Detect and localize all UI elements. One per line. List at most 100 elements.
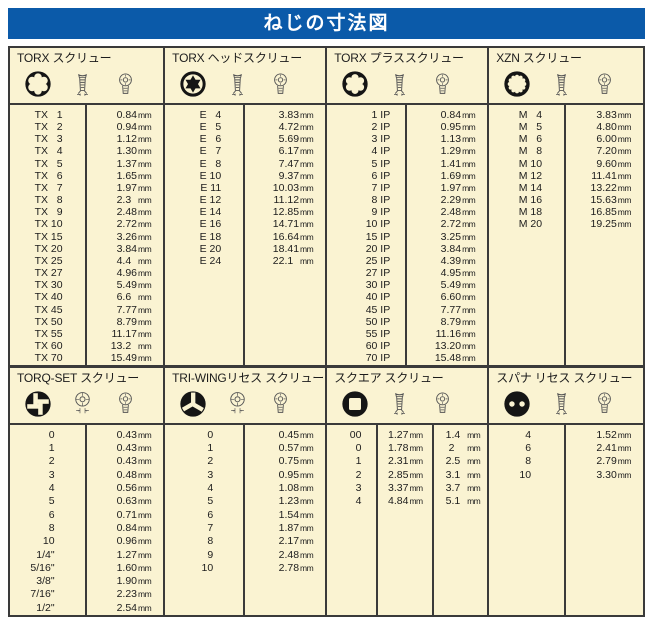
value-cell: 0.71mm bbox=[116, 508, 152, 521]
size-cell: TX 4 bbox=[34, 145, 63, 158]
size-cell: M 4 bbox=[518, 109, 543, 121]
value-cell: 4.39mm bbox=[440, 254, 476, 267]
size-cell: 60 IP bbox=[365, 339, 391, 352]
size-cell: TX 6 bbox=[34, 169, 63, 182]
value-cell: 3.26mm bbox=[116, 230, 152, 243]
screw-side-view-icon bbox=[224, 71, 251, 98]
tri-wing-socket-icon bbox=[178, 389, 208, 419]
size-cell: 15 IP bbox=[365, 230, 391, 243]
value-column: 0.84mm 0.95mm 1.13mm 1.29mm 1.41mm 1.69mm 1.97… bbox=[407, 105, 487, 365]
value-cell: 18.41mm bbox=[272, 242, 314, 255]
value-cell: 2.48mm bbox=[116, 206, 152, 219]
value-cell: 15.48mm bbox=[434, 352, 476, 365]
value-cell: 14.71mm bbox=[272, 218, 314, 231]
value-cell: 1.97mm bbox=[440, 181, 476, 194]
value-cell: 11.12mm bbox=[273, 194, 314, 207]
screw-side-view-icon bbox=[548, 71, 575, 98]
size-column: 0 1 2 3 4 5 6 8 10 1/4" 5/16" 3/8" 7/16" 1/2" bbox=[10, 424, 87, 615]
screw-side-view-icon bbox=[69, 71, 96, 98]
size-cell: 5 bbox=[207, 495, 214, 508]
size-table: 0 1 2 3 4 5 6 8 10 1/4" 5/16" 3/8" 7/16" 1/2" 0.43mm 0… bbox=[10, 422, 164, 615]
size-cell: 3 bbox=[349, 482, 362, 495]
value-cell: 1.78mm bbox=[388, 442, 423, 455]
value-cell: 1.27mm bbox=[388, 428, 423, 441]
size-cell: TX 1 bbox=[34, 109, 63, 121]
value-cell: 1.87mm bbox=[278, 521, 314, 534]
size-cell: 6 bbox=[48, 508, 55, 521]
torx-plus-socket-icon bbox=[340, 69, 370, 99]
size-cell: 7/16" bbox=[30, 588, 55, 601]
size-cell: 4 bbox=[207, 482, 214, 495]
value-cell: 5.49mm bbox=[440, 279, 476, 292]
value-cell: 1.69mm bbox=[440, 169, 476, 182]
value-cell: 2.85mm bbox=[388, 468, 423, 481]
value-cell: 10.03mm bbox=[272, 181, 314, 194]
size-cell: TX 40 bbox=[34, 291, 63, 304]
size-cell: 3 bbox=[48, 468, 55, 481]
spanner-socket-icon bbox=[502, 389, 532, 419]
section-icons bbox=[327, 65, 487, 103]
value-cell: 0.84mm bbox=[440, 109, 476, 121]
size-cell: 5/16" bbox=[30, 561, 55, 574]
value-cell: 0.75mm bbox=[278, 455, 314, 468]
size-cell: TX 55 bbox=[34, 327, 63, 340]
screw-head-view-icon bbox=[429, 390, 456, 417]
value-cell: 19.25mm bbox=[590, 218, 632, 231]
value-cell: 2.3 mm bbox=[116, 194, 152, 207]
value-cell: 0.84mm bbox=[116, 109, 152, 121]
value-column-b: 1.4 mm 2 mm 2.5 mm 3.1 mm 3.7 mm 5.1 mm bbox=[434, 425, 488, 615]
size-cell: 7 bbox=[207, 521, 214, 534]
section-square: スクエア スクリュー 00 0 1 2 3 4 1.27mm 1.78mm 2.31… bbox=[325, 367, 488, 615]
value-cell: 3.84mm bbox=[440, 242, 476, 255]
value-cell: 2.72mm bbox=[440, 218, 476, 231]
size-column: TX 1 TX 2 TX 3 TX 4 TX 5 TX 6 TX 7 TX 8 TX 9 TX 1… bbox=[10, 105, 87, 365]
size-cell: 30 IP bbox=[365, 279, 391, 292]
screw-head-view-icon bbox=[267, 390, 294, 417]
value-column: 0.43mm 0.43mm 0.43mm 0.48mm 0.56mm 0.63mm 0.71… bbox=[87, 425, 164, 615]
value-cell: 3.30mm bbox=[596, 468, 631, 481]
size-cell: TX 5 bbox=[34, 157, 63, 170]
size-cell: 27 IP bbox=[365, 267, 391, 280]
value-cell: 0.43mm bbox=[116, 442, 152, 455]
value-cell: 5.1 mm bbox=[445, 495, 481, 508]
section-spanner: スパナ リセス スクリュー 4 6 8 10 1.52mm 2.41mm 2.79mm… bbox=[487, 367, 643, 615]
section-icons bbox=[489, 65, 643, 103]
size-cell: 6 IP bbox=[365, 169, 391, 182]
value-cell: 2.48mm bbox=[278, 548, 314, 561]
screw-head-view-icon bbox=[267, 71, 294, 98]
size-cell: E 12 bbox=[199, 194, 222, 207]
value-cell: 11.17mm bbox=[111, 327, 152, 340]
value-cell: 0.43mm bbox=[116, 428, 152, 441]
size-cell: M 6 bbox=[518, 133, 543, 146]
value-cell: 2.17mm bbox=[278, 535, 314, 548]
value-cell: 4.72mm bbox=[278, 121, 314, 134]
size-cell: 8 IP bbox=[365, 194, 391, 207]
size-cell: E 14 bbox=[199, 206, 222, 219]
size-cell: TX 10 bbox=[34, 218, 63, 231]
size-cell: M 5 bbox=[518, 121, 543, 134]
value-cell: 22.1 mm bbox=[272, 254, 314, 267]
screw-side-view-icon bbox=[386, 71, 413, 98]
size-cell: 4 bbox=[48, 482, 55, 495]
value-cell: 1.12mm bbox=[116, 133, 152, 146]
value-cell: 3.83mm bbox=[278, 109, 314, 121]
size-cell: 45 IP bbox=[365, 303, 391, 316]
size-cell: 9 bbox=[207, 548, 214, 561]
size-cell: TX 27 bbox=[34, 267, 63, 280]
size-cell: 1 bbox=[349, 455, 362, 468]
size-cell: 4 IP bbox=[365, 145, 391, 158]
value-cell: 0.63mm bbox=[116, 495, 152, 508]
size-cell: 3 bbox=[207, 468, 214, 481]
section-title: TORX ヘッドスクリュー bbox=[172, 51, 303, 65]
size-column: 4 6 8 10 bbox=[489, 424, 567, 615]
value-cell: 0.95mm bbox=[278, 468, 314, 481]
size-cell: TX 8 bbox=[34, 194, 63, 207]
size-cell: 70 IP bbox=[365, 352, 391, 365]
value-cell: 16.85mm bbox=[590, 206, 632, 219]
value-cell: 0.95mm bbox=[440, 121, 476, 134]
section-title: TORX プラススクリュー bbox=[334, 51, 464, 65]
value-cell: 11.41mm bbox=[591, 169, 631, 182]
size-cell: TX 50 bbox=[34, 315, 63, 328]
